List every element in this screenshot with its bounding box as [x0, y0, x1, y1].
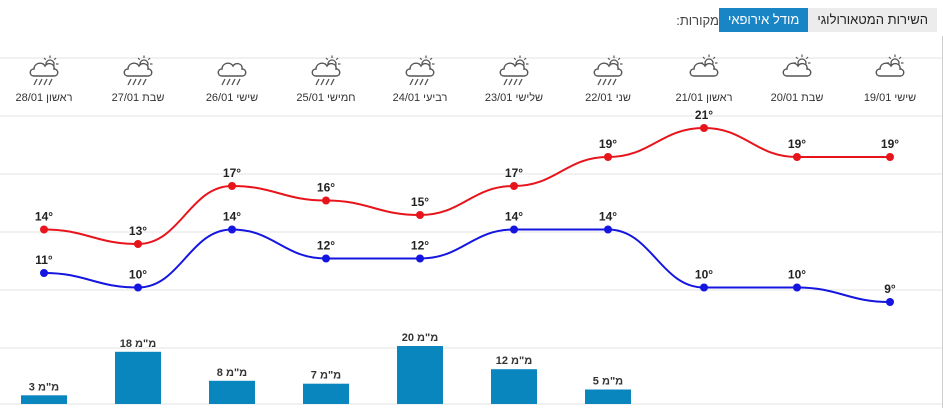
- sources-label: מקורות:: [676, 12, 719, 28]
- day-label: שישי 19/01: [864, 92, 916, 104]
- min-temperature-series: 9° 10° 10° 14° 14° 12° 12° 14° 10° 11°: [35, 210, 896, 306]
- rain-label: 8 מ"מ: [217, 367, 247, 379]
- sun-cloud-rain-icon: [123, 55, 153, 86]
- rain-bar: [585, 389, 631, 404]
- min-temperature-label: 12°: [411, 239, 429, 253]
- max-temperature-point: [510, 182, 518, 190]
- min-temperature-point: [416, 254, 424, 263]
- source-european-model-button[interactable]: מודל אירופאי: [718, 8, 809, 32]
- rain-label: 20 מ"מ: [402, 332, 439, 344]
- day-label: שלישי 23/01: [485, 91, 543, 104]
- min-temperature-label: 14°: [599, 210, 617, 224]
- max-temperature-label: 19°: [599, 137, 617, 151]
- max-temperature-label: 19°: [881, 137, 899, 151]
- sun-cloud-rain-icon: [405, 55, 435, 86]
- day-label: שבת 20/01: [771, 92, 824, 104]
- rain-label: 12 מ"מ: [496, 355, 533, 367]
- rain-label: 3 מ"מ: [29, 381, 59, 393]
- min-temperature-point: [228, 225, 236, 234]
- min-temperature-point: [886, 298, 894, 306]
- partly-cloudy-icon: [782, 54, 812, 77]
- sun-cloud-rain-icon: [499, 55, 529, 86]
- max-temperature-point: [416, 211, 424, 219]
- min-temperature-point: [40, 269, 48, 277]
- max-temperature-point: [604, 153, 612, 161]
- min-temperature-point: [322, 254, 330, 263]
- day-label: שבת 27/01: [112, 92, 165, 104]
- max-temperature-label: 14°: [35, 210, 53, 224]
- sun-cloud-rain-icon: [311, 55, 341, 86]
- min-temperature-label: 12°: [317, 239, 335, 253]
- min-temperature-point: [793, 283, 801, 292]
- min-temperature-line: [43, 228, 891, 303]
- min-temperature-label: 10°: [788, 268, 806, 282]
- max-temperature-point: [40, 225, 48, 234]
- min-temperature-point: [134, 283, 142, 292]
- rain-bar: [115, 351, 161, 404]
- min-temperature-point: [700, 283, 708, 292]
- max-temperature-point: [700, 124, 708, 132]
- sun-cloud-rain-icon: [593, 55, 623, 86]
- partly-cloudy-icon: [689, 54, 719, 77]
- day-label: חמישי 25/01: [296, 92, 355, 104]
- rain-bar: [491, 369, 537, 404]
- max-temperature-series: 19° 19° 21° 19° 17° 15° 16° 17° 13° 14°: [35, 108, 899, 248]
- max-temperature-point: [886, 153, 894, 161]
- rain-bar: [397, 346, 443, 404]
- cloud-rain-icon: [217, 62, 247, 86]
- min-temperature-label: 10°: [129, 268, 147, 282]
- rain-label: 18 מ"מ: [120, 338, 157, 350]
- max-temperature-point: [322, 196, 330, 205]
- min-temperature-point: [604, 225, 612, 234]
- rain-bar: [209, 380, 255, 404]
- max-temperature-point: [793, 153, 801, 161]
- day-label: רביעי 24/01: [393, 92, 448, 104]
- max-temperature-label: 16°: [317, 181, 335, 195]
- rain-label: 5 מ"מ: [593, 376, 623, 388]
- max-temperature-point: [228, 182, 236, 190]
- rain-bar: [21, 395, 67, 404]
- max-temperature-label: 19°: [788, 137, 806, 151]
- min-temperature-label: 10°: [695, 268, 713, 282]
- max-temperature-label: 17°: [223, 166, 241, 180]
- max-temperature-label: 13°: [129, 224, 147, 238]
- max-temperature-point: [134, 240, 142, 248]
- rain-bars: 5 מ"מ 12 מ"מ 20 מ"מ 7 מ"מ 8 מ"מ 18 מ"מ 3 מ"מ: [21, 332, 631, 404]
- rain-label: 7 מ"מ: [311, 370, 341, 382]
- day-label: שני 22/01: [585, 92, 631, 104]
- max-temperature-label: 21°: [695, 108, 713, 122]
- min-temperature-label: 14°: [505, 210, 523, 224]
- partly-cloudy-icon: [875, 54, 905, 77]
- min-temperature-label: 14°: [223, 210, 241, 224]
- max-temperature-line: [43, 126, 890, 246]
- day-label: שישי 26/01: [206, 92, 258, 104]
- day-label: ראשון 28/01: [16, 92, 73, 104]
- min-temperature-point: [510, 225, 518, 234]
- day-label: ראשון 21/01: [676, 92, 733, 104]
- day-headers: שישי 19/01 שבת 20/01 ראשון 21/01 שני 22/01 ש…: [16, 54, 916, 104]
- sources-selector: מקורות: מודל אירופאי השירות המטאורולוגי: [672, 8, 937, 32]
- max-temperature-label: 15°: [411, 195, 429, 209]
- rain-bar: [303, 383, 349, 404]
- source-meteorological-service-button[interactable]: השירות המטאורולוגי: [808, 8, 937, 32]
- min-temperature-label: 11°: [35, 253, 53, 267]
- sun-cloud-rain-icon: [29, 55, 59, 86]
- min-temperature-label: 9°: [884, 282, 896, 296]
- max-temperature-label: 17°: [505, 166, 523, 180]
